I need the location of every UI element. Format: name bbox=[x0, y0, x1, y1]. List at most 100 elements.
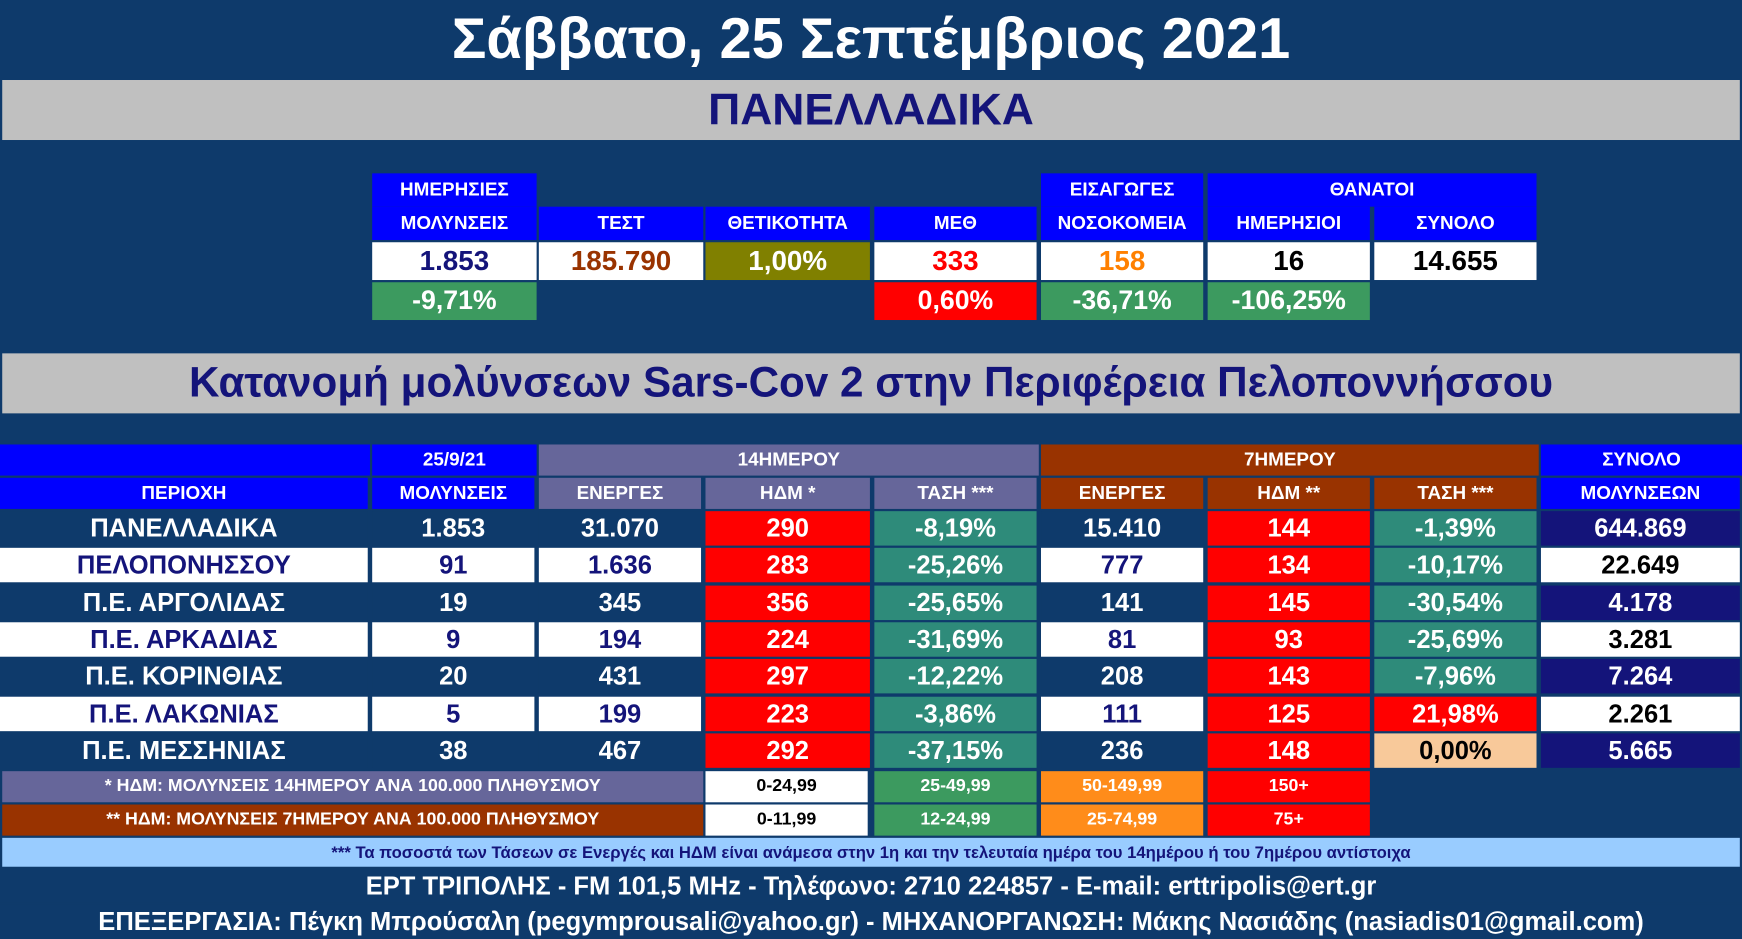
table-value: -12,22% bbox=[874, 659, 1037, 694]
summary-header: ΜΕΘ bbox=[874, 206, 1037, 241]
table-value: 290 bbox=[705, 511, 870, 546]
table-value: 144 bbox=[1207, 511, 1370, 546]
group-header: ΣΥΝΟΛΟ bbox=[1540, 444, 1742, 476]
column-header: ΠΕΡΙΟΧΗ bbox=[0, 477, 368, 509]
legend-range: 0-24,99 bbox=[705, 771, 868, 803]
note: *** Τα ποσοστά των Τάσεων σε Ενεργές και… bbox=[2, 837, 1740, 867]
column-header: ΕΝΕΡΓΕΣ bbox=[538, 477, 702, 509]
column-header: ΜΟΛΥΝΣΕΙΣ bbox=[372, 477, 535, 509]
table-value: 5.665 bbox=[1540, 733, 1740, 768]
legend-label: * ΗΔΜ: ΜΟΛΥΝΣΕΙΣ 14ΗΜΕΡΟΥ ΑΝΑ 100.000 ΠΛ… bbox=[2, 771, 704, 803]
table-value: 292 bbox=[705, 733, 870, 768]
table-value: 9 bbox=[372, 622, 535, 657]
table-value: 2.261 bbox=[1540, 696, 1740, 731]
table-value: 125 bbox=[1207, 696, 1370, 731]
column-header: ΗΔΜ ** bbox=[1207, 477, 1370, 509]
table-value: 21,98% bbox=[1374, 696, 1537, 731]
summary-header: ΘΕΤΙΚΟΤΗΤΑ bbox=[705, 206, 870, 241]
region-name: ΠΑΝΕΛΛΑΔΙΚΑ bbox=[0, 511, 368, 546]
table-value: 223 bbox=[705, 696, 870, 731]
summary-value: 185.790 bbox=[538, 242, 704, 281]
table-value: -1,39% bbox=[1374, 511, 1537, 546]
table-value: 141 bbox=[1041, 585, 1204, 620]
table-value: 236 bbox=[1041, 733, 1204, 768]
region-name: Π.Ε. ΑΡΚΑΔΙΑΣ bbox=[0, 622, 368, 657]
table-value: -7,96% bbox=[1374, 659, 1537, 694]
summary-value: 14.655 bbox=[1374, 242, 1537, 281]
summary-header: ΜΟΛΥΝΣΕΙΣ bbox=[372, 206, 537, 241]
legend-range: 150+ bbox=[1207, 771, 1370, 803]
table-value: -31,69% bbox=[874, 622, 1037, 657]
summary-header: ΝΟΣΟΚΟΜΕΙΑ bbox=[1041, 206, 1204, 241]
summary-value: 333 bbox=[874, 242, 1037, 281]
table-value: 224 bbox=[705, 622, 870, 657]
table-value: 1.853 bbox=[372, 511, 535, 546]
summary-header: ΘΑΝΑΤΟΙ bbox=[1207, 173, 1537, 207]
region-name: Π.Ε. ΛΑΚΩΝΙΑΣ bbox=[0, 696, 368, 731]
table-value: 5 bbox=[372, 696, 535, 731]
table-value: 345 bbox=[538, 585, 702, 620]
table-value: 148 bbox=[1207, 733, 1370, 768]
table-value: -25,65% bbox=[874, 585, 1037, 620]
legend-range: 25-74,99 bbox=[1041, 804, 1204, 836]
summary-change: -106,25% bbox=[1207, 282, 1370, 321]
summary-value: 1,00% bbox=[705, 242, 870, 281]
summary-change: 0,60% bbox=[874, 282, 1037, 321]
table-value: 644.869 bbox=[1540, 511, 1740, 546]
legend-range: 50-149,99 bbox=[1041, 771, 1204, 803]
table-value: 38 bbox=[372, 733, 535, 768]
column-header: ΜΟΛΥΝΣΕΩΝ bbox=[1540, 477, 1740, 509]
table-value: -10,17% bbox=[1374, 548, 1537, 583]
table-value: -37,15% bbox=[874, 733, 1037, 768]
footer-line: ΕΠΕΞΕΡΓΑΣΙΑ: Πέγκη Μπρούσαλη (pegymprous… bbox=[0, 904, 1742, 938]
table-value: 431 bbox=[538, 659, 702, 694]
table-value: 0,00% bbox=[1374, 733, 1537, 768]
table-value: 777 bbox=[1041, 548, 1204, 583]
table-value: 20 bbox=[372, 659, 535, 694]
table-value: 143 bbox=[1207, 659, 1370, 694]
summary-value: 158 bbox=[1041, 242, 1204, 281]
legend-range: 75+ bbox=[1207, 804, 1370, 836]
table-value: 15.410 bbox=[1041, 511, 1204, 546]
summary-header: ΤΕΣΤ bbox=[538, 206, 704, 241]
table-value: 356 bbox=[705, 585, 870, 620]
summary-change: -36,71% bbox=[1041, 282, 1204, 321]
table-value: 199 bbox=[538, 696, 702, 731]
summary-header: ΗΜΕΡΗΣΙΟΙ bbox=[1207, 206, 1370, 241]
table-value: 297 bbox=[705, 659, 870, 694]
table-value: 134 bbox=[1207, 548, 1370, 583]
table-value: 81 bbox=[1041, 622, 1204, 657]
table-value: 31.070 bbox=[538, 511, 702, 546]
table-value: 7.264 bbox=[1540, 659, 1740, 694]
legend-label: ** ΗΔΜ: ΜΟΛΥΝΣΕΙΣ 7ΗΜΕΡΟΥ ΑΝΑ 100.000 ΠΛ… bbox=[2, 804, 704, 836]
table-value: 1.636 bbox=[538, 548, 702, 583]
legend-range: 25-49,99 bbox=[874, 771, 1037, 803]
column-header: ΤΑΣΗ *** bbox=[874, 477, 1037, 509]
summary-value: 1.853 bbox=[372, 242, 537, 281]
summary-header: ΗΜΕΡΗΣΙΕΣ bbox=[372, 173, 537, 207]
table-value: 93 bbox=[1207, 622, 1370, 657]
region-name: ΠΕΛΟΠΟΝΗΣΣΟΥ bbox=[0, 548, 368, 583]
table-value: -8,19% bbox=[874, 511, 1037, 546]
table-value: 111 bbox=[1041, 696, 1204, 731]
column-header: ΗΔΜ * bbox=[705, 477, 870, 509]
column-header: ΕΝΕΡΓΕΣ bbox=[1041, 477, 1204, 509]
section-title: ΠΑΝΕΛΛΑΔΙΚΑ bbox=[2, 80, 1740, 141]
table-value: 283 bbox=[705, 548, 870, 583]
page-title: Σάββατο, 25 Σεπτέμβριος 2021 bbox=[0, 0, 1742, 78]
table-value: 194 bbox=[538, 622, 702, 657]
table-value: 145 bbox=[1207, 585, 1370, 620]
region-name: Π.Ε. ΜΕΣΣΗΝΙΑΣ bbox=[0, 733, 368, 768]
table-value: 3.281 bbox=[1540, 622, 1740, 657]
legend-range: 0-11,99 bbox=[705, 804, 868, 836]
summary-value: 16 bbox=[1207, 242, 1370, 281]
region-name: Π.Ε. ΑΡΓΟΛΙΔΑΣ bbox=[0, 585, 368, 620]
table-value: 22.649 bbox=[1540, 548, 1740, 583]
table-value: 91 bbox=[372, 548, 535, 583]
table-value: -3,86% bbox=[874, 696, 1037, 731]
group-header: 25/9/21 bbox=[372, 444, 537, 476]
legend-range: 12-24,99 bbox=[874, 804, 1037, 836]
column-header: ΤΑΣΗ *** bbox=[1374, 477, 1537, 509]
table-value: 467 bbox=[538, 733, 702, 768]
